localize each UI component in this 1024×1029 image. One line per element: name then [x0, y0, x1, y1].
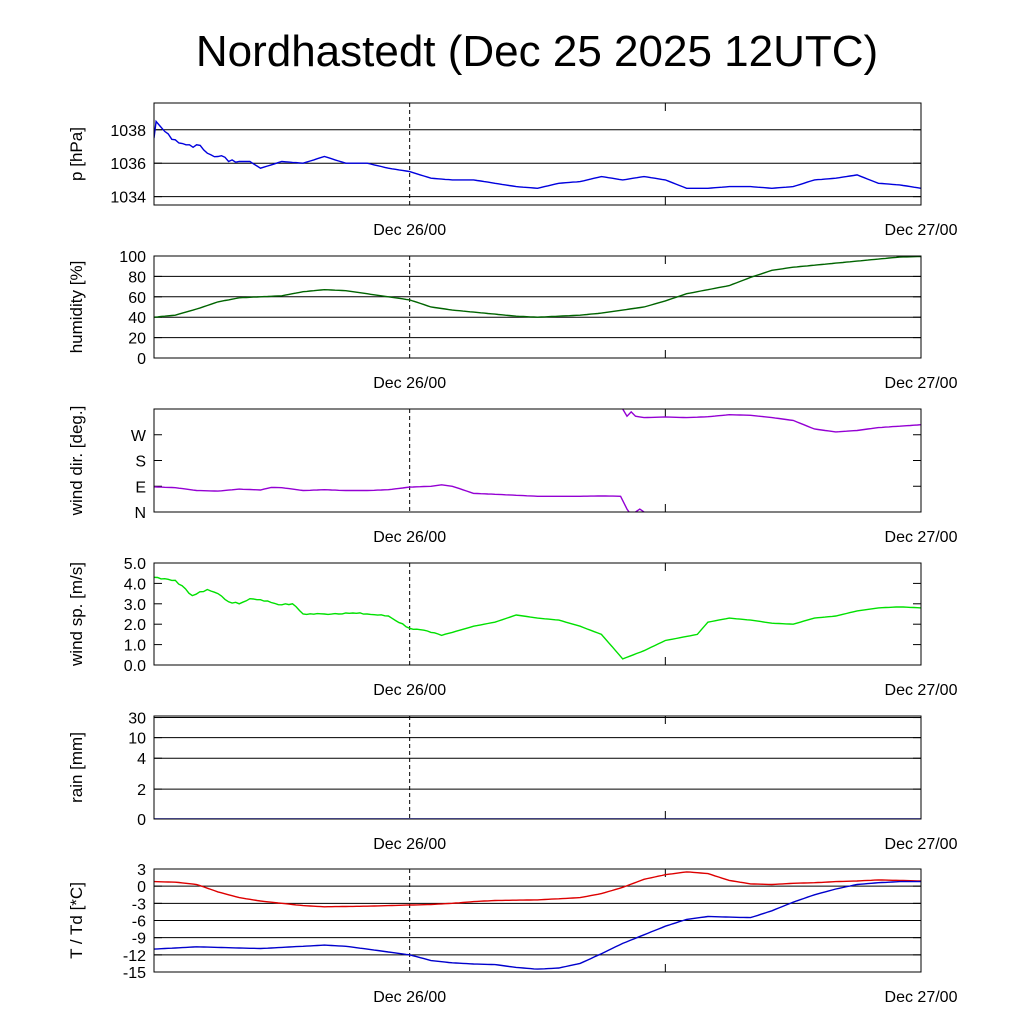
panel-0: 1034 1036 1038 p [hPa] Dec 26/00 Dec 27/00	[67, 102, 958, 239]
panel-frame	[153, 562, 922, 666]
x-tick-label: Dec 27/00	[885, 375, 958, 392]
panel-frame	[153, 868, 922, 973]
y-tick-label: 40	[128, 310, 146, 327]
series-line-data-seg0	[154, 484, 630, 512]
series-line-t	[154, 871, 921, 908]
y-tick-label: 0.0	[124, 658, 146, 675]
y-tick-label: 5.0	[124, 556, 146, 573]
y-tick-label: 80	[128, 269, 146, 286]
series-line-data	[154, 256, 921, 318]
y-tick-label: 1036	[110, 156, 146, 173]
y-tick-label: 0	[137, 879, 146, 896]
x-tick-label: Dec 26/00	[373, 836, 446, 853]
y-tick-label: -3	[132, 896, 146, 913]
x-tick-label: Dec 26/00	[373, 989, 446, 1006]
y-tick-label: 30	[128, 711, 146, 728]
panel-1: 0 20 40 60 80 100 humidity [%] Dec 26/00 Dec 27/…	[67, 249, 958, 392]
x-tick-label: Dec 27/00	[885, 836, 958, 853]
y-axis-label: humidity [%]	[67, 261, 86, 354]
y-tick-label: 20	[128, 331, 146, 348]
y-axis-label: wind dir. [deg.]	[67, 406, 86, 517]
y-tick-label: 1038	[110, 123, 146, 140]
panel-5: -15-12-9-6-303 T / Td [*C] Dec 26/00 Dec 27…	[67, 862, 958, 1006]
x-tick-label: Dec 26/00	[373, 375, 446, 392]
panel-3: 0.0 1.0 2.0 3.0 4.0 5.0 wind sp. [m/s] Dec 26/0…	[67, 556, 958, 699]
y-tick-label: W	[131, 428, 147, 445]
series-line-td	[154, 880, 921, 970]
y-tick-label: 0	[137, 812, 146, 829]
series-line-data	[154, 119, 921, 190]
y-tick-label: 1034	[110, 190, 146, 207]
y-tick-label: N	[134, 505, 146, 522]
x-tick-label: Dec 26/00	[373, 222, 446, 239]
y-tick-label: 100	[119, 249, 146, 266]
y-tick-label: 2	[137, 782, 146, 799]
y-tick-label: 4	[137, 751, 146, 768]
y-axis-label: T / Td [*C]	[67, 882, 86, 959]
x-tick-label: Dec 26/00	[373, 682, 446, 699]
y-tick-label: 60	[128, 290, 146, 307]
x-tick-label: Dec 27/00	[885, 529, 958, 546]
y-axis-label: wind sp. [m/s]	[67, 562, 86, 667]
panel-frame	[153, 715, 922, 820]
y-axis-label: p [hPa]	[67, 127, 86, 181]
y-tick-label: E	[135, 479, 146, 496]
y-tick-label: -15	[123, 965, 146, 982]
x-tick-label: Dec 27/00	[885, 222, 958, 239]
chart-title: Nordhastedt (Dec 25 2025 12UTC)	[196, 27, 878, 76]
series-line-data	[154, 576, 921, 660]
y-tick-label: 4.0	[124, 576, 146, 593]
series-line-data-seg1	[622, 409, 921, 433]
y-tick-label: 0	[137, 351, 146, 368]
y-tick-label: -12	[123, 948, 146, 965]
y-tick-label: S	[135, 454, 146, 471]
x-tick-label: Dec 26/00	[373, 529, 446, 546]
y-tick-label: 1.0	[124, 638, 146, 655]
x-tick-label: Dec 27/00	[885, 682, 958, 699]
y-tick-label: -9	[132, 931, 146, 948]
y-tick-label: 10	[128, 731, 146, 748]
y-tick-label: 3	[137, 862, 146, 879]
panel-4: 0 2 4 10 30 rain [mm] Dec 26/00 Dec 27/00	[67, 711, 958, 853]
y-tick-label: 3.0	[124, 597, 146, 614]
series-line-data-seg2	[635, 508, 645, 512]
x-tick-label: Dec 27/00	[885, 989, 958, 1006]
panel-frame	[153, 255, 922, 359]
y-tick-label: -6	[132, 914, 146, 931]
y-axis-label: rain [mm]	[67, 732, 86, 803]
panel-frame	[153, 102, 922, 206]
y-tick-label: 2.0	[124, 617, 146, 634]
panel-frame	[153, 408, 922, 513]
